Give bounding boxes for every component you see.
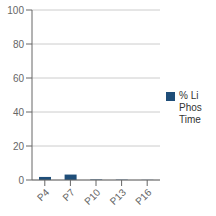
- svg-text:P13: P13: [108, 186, 129, 207]
- html-text:Phos: Phos: [179, 102, 202, 113]
- svg-text:P16: P16: [133, 186, 154, 207]
- svg-text:0: 0: [18, 175, 24, 186]
- html-text:% Li: % Li: [179, 90, 199, 101]
- svg-text:20: 20: [13, 141, 25, 152]
- svg-text:P4: P4: [35, 186, 52, 203]
- svg-text:40: 40: [13, 107, 25, 118]
- svg-text:100: 100: [8, 5, 24, 16]
- svg-text:P7: P7: [60, 186, 77, 203]
- svg-text:P10: P10: [82, 186, 103, 207]
- html-text:Time: Time: [179, 114, 201, 125]
- svg-text:80: 80: [13, 39, 25, 50]
- svg-text:60: 60: [13, 73, 25, 84]
